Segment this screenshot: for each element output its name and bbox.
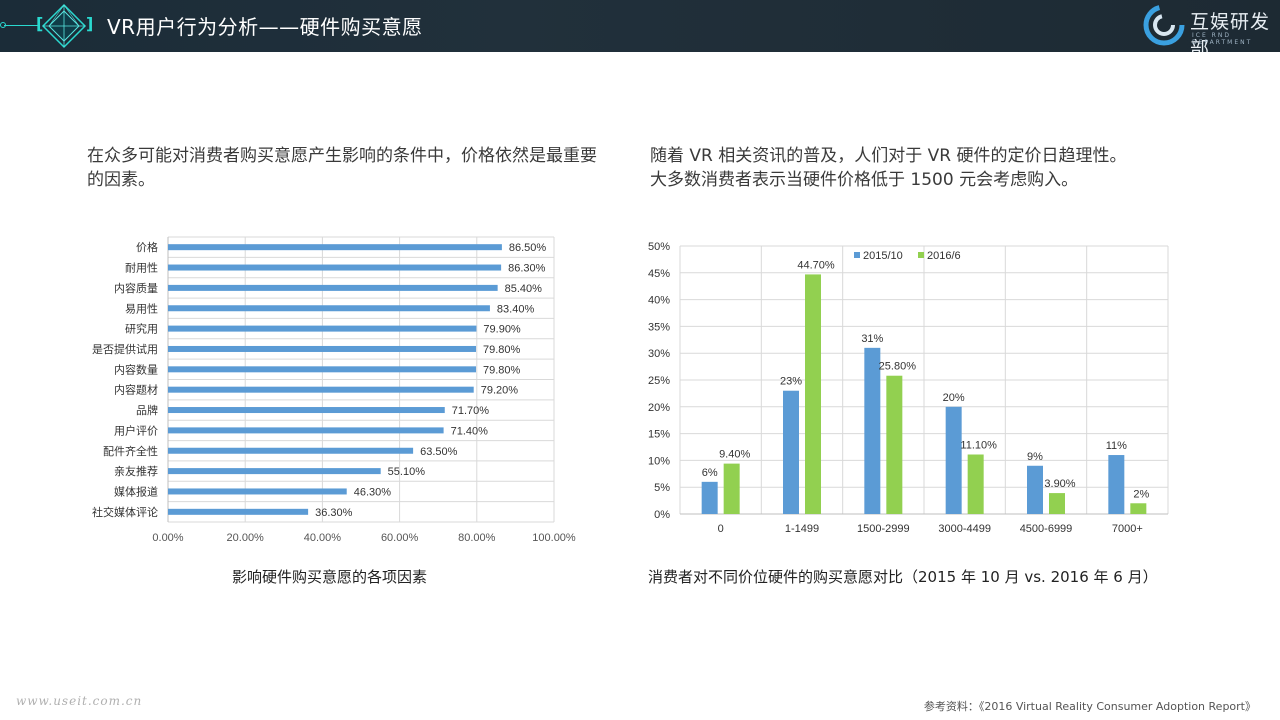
left-data-label: 63.50% xyxy=(420,446,458,458)
page-title: VR用户行为分析——硬件购买意愿 xyxy=(107,15,423,39)
left-bar xyxy=(168,305,490,312)
header-bracket-left: [ xyxy=(36,14,44,33)
left-category-label: 价格 xyxy=(136,240,158,254)
header-bracket-right: ] xyxy=(86,14,94,33)
left-bar xyxy=(168,508,309,515)
left-x-tick-label: 80.00% xyxy=(458,532,496,544)
left-bar xyxy=(168,325,477,332)
left-bar xyxy=(168,386,474,393)
left-category-label: 内容题材 xyxy=(114,383,158,397)
source-reference: 参考资料：《2016 Virtual Reality Consumer Adop… xyxy=(923,700,1256,713)
left-category-label: 内容数量 xyxy=(114,362,158,376)
left-bar xyxy=(168,284,498,291)
left-data-label: 86.30% xyxy=(508,263,546,275)
department-logo-text: 互娱研发部 xyxy=(1190,11,1271,52)
left-description: 在众多可能对消费者购买意愿产生影响的条件中，价格依然是最重要的因素。 xyxy=(87,146,597,190)
left-category-label: 研究用 xyxy=(125,322,158,336)
left-category-label: 亲友推荐 xyxy=(114,464,158,478)
header-bar: [ ] VR用户行为分析——硬件购买意愿 互娱研发部 ICE RND DEPAR… xyxy=(0,0,1280,52)
left-data-label: 36.30% xyxy=(315,507,353,519)
right-description: 随着 VR 相关资讯的普及，人们对于 VR 硬件的定价日趋理性。 大多数消费者表… xyxy=(650,144,1210,192)
left-data-label: 71.40% xyxy=(451,425,489,437)
right-chart-caption: 消费者对不同价位硬件的购买意愿对比（2015 年 10 月 vs. 2016 年… xyxy=(648,568,1158,586)
left-data-label: 46.30% xyxy=(354,486,392,498)
left-category-label: 品牌 xyxy=(136,403,158,417)
left-data-label: 55.10% xyxy=(388,466,426,478)
left-x-tick-label: 60.00% xyxy=(381,532,419,544)
left-bar xyxy=(168,366,477,373)
left-data-label: 79.20% xyxy=(481,385,519,397)
left-x-tick-label: 20.00% xyxy=(227,532,265,544)
left-bar xyxy=(168,264,502,271)
left-bar xyxy=(168,488,347,495)
left-bar xyxy=(168,407,445,414)
left-chart-caption: 影响硬件购买意愿的各项因素 xyxy=(232,568,428,586)
left-bar xyxy=(168,427,444,434)
left-bar xyxy=(168,447,414,454)
left-x-tick-label: 100.00% xyxy=(532,532,576,544)
left-x-tick-label: 40.00% xyxy=(304,532,342,544)
left-data-label: 85.40% xyxy=(505,283,543,295)
department-logo-icon xyxy=(1143,4,1185,46)
left-data-label: 86.50% xyxy=(509,242,547,254)
left-category-label: 配件齐全性 xyxy=(103,444,158,458)
left-data-label: 71.70% xyxy=(452,405,490,417)
department-logo-subtext: ICE RND DEPARTMENT xyxy=(1192,32,1253,46)
left-category-label: 用户评价 xyxy=(114,423,158,437)
left-x-tick-label: 0.00% xyxy=(152,532,183,544)
left-category-label: 是否提供试用 xyxy=(92,342,158,356)
left-category-label: 社交媒体评论 xyxy=(92,505,158,519)
left-bar xyxy=(168,468,381,475)
left-category-label: 媒体报道 xyxy=(114,484,158,498)
right-description-line2: 大多数消费者表示当硬件价格低于 1500 元会考虑购入。 xyxy=(650,170,1079,190)
left-bar xyxy=(168,244,502,251)
left-category-label: 易用性 xyxy=(125,301,158,315)
left-category-label: 内容质量 xyxy=(114,281,158,295)
left-data-label: 79.90% xyxy=(483,324,521,336)
left-bar xyxy=(168,345,477,352)
left-data-label: 79.80% xyxy=(483,344,521,356)
diamond-logo-icon xyxy=(41,3,87,49)
left-data-label: 83.40% xyxy=(497,303,535,315)
left-category-label: 耐用性 xyxy=(125,261,158,275)
left-data-label: 79.80% xyxy=(483,364,521,376)
website-watermark: www.useit.com.cn xyxy=(16,694,143,708)
right-description-line1: 随着 VR 相关资讯的普及，人们对于 VR 硬件的定价日趋理性。 xyxy=(650,146,1127,166)
header-line-decoration xyxy=(4,25,38,26)
